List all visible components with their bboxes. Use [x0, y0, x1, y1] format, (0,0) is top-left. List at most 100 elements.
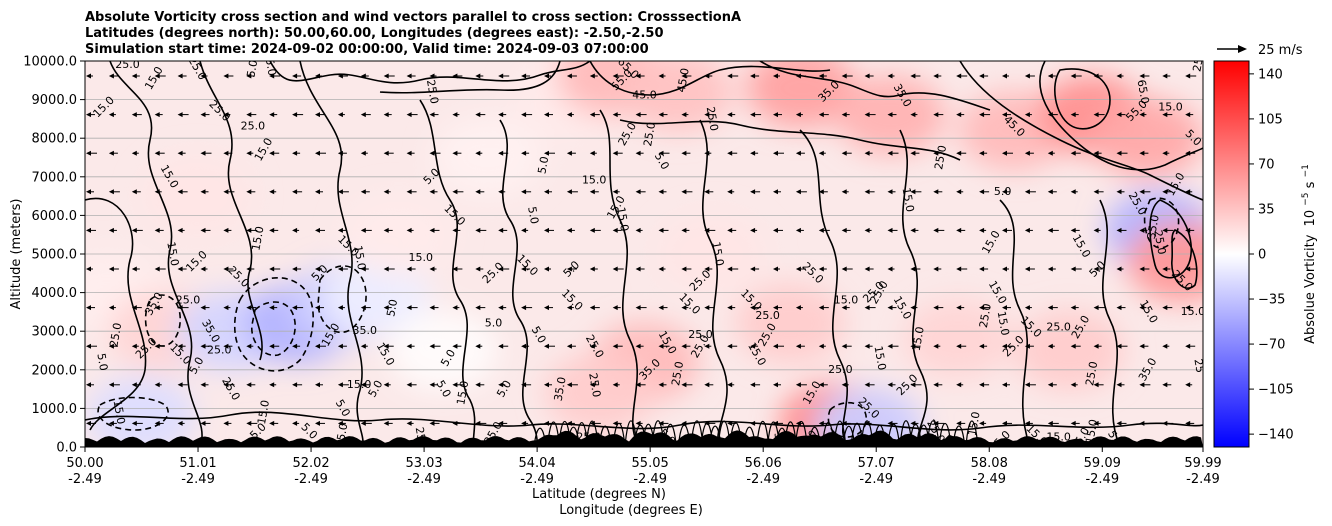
wind-vector-head — [1047, 112, 1053, 118]
wind-vector-head — [1208, 305, 1213, 310]
wind-vector-head — [841, 112, 847, 118]
wind-vector-head — [315, 227, 320, 233]
wind-vector-head — [452, 112, 458, 118]
wind-vector-head — [429, 305, 435, 311]
wind-vector-head — [521, 189, 527, 195]
wind-vector-head — [292, 382, 298, 388]
wind-vector-head — [1093, 343, 1099, 349]
vorticity-blob — [388, 310, 499, 391]
wind-vector-head — [1093, 112, 1099, 118]
vorticity-blob — [746, 61, 857, 129]
y-tick-label: 4000.0 — [32, 286, 78, 301]
x-tick-label-latitude: 54.04 — [519, 456, 556, 471]
wind-vector-head — [864, 420, 870, 426]
wind-vector-head — [1093, 227, 1099, 233]
colorbar-tick-label: 0 — [1258, 248, 1266, 263]
wind-vector-head — [818, 189, 824, 195]
wind-vector-head — [223, 227, 229, 233]
wind-vector-head — [681, 420, 687, 426]
wind-vector-head — [910, 305, 916, 311]
wind-vector-head — [108, 266, 114, 272]
wind-vector-head — [956, 382, 962, 388]
contour-label: 15.0 — [614, 206, 631, 232]
wind-vector-head — [1139, 305, 1145, 311]
wind-vector-head — [1139, 73, 1145, 79]
wind-vector-head — [475, 343, 481, 349]
wind-vector-head — [452, 227, 458, 233]
wind-vector-head — [429, 343, 435, 349]
wind-vector-head — [750, 343, 756, 349]
wind-vector-head — [933, 189, 939, 195]
wind-vector-head — [1139, 150, 1145, 156]
wind-vector-head — [475, 112, 481, 118]
wind-vector-head — [223, 266, 229, 272]
wind-vector-head — [383, 266, 389, 272]
wind-vector-head — [979, 73, 985, 79]
wind-vector-head — [1185, 73, 1191, 79]
wind-vector-head — [337, 343, 343, 349]
wind-vector-head — [635, 382, 641, 388]
wind-vector-head — [956, 112, 962, 118]
contour-label: 15.0 — [1046, 430, 1071, 443]
wind-vector-head — [773, 266, 778, 272]
contour-label: 25.0 — [241, 120, 266, 133]
terrain-contour — [833, 420, 847, 447]
wind-vector-head — [1116, 189, 1122, 195]
wind-vector-head — [1208, 344, 1213, 349]
vorticity-blob — [902, 298, 1013, 379]
wind-vector-head — [704, 189, 710, 195]
wind-vector-head — [337, 420, 343, 426]
x-tick-label-latitude: 59.09 — [1084, 456, 1121, 471]
wind-vector-head — [246, 189, 252, 195]
wind-vector-head — [1024, 305, 1030, 311]
wind-vector-head — [841, 150, 847, 156]
wind-vector-head — [818, 343, 824, 349]
wind-vector-head — [979, 189, 985, 195]
wind-vector-head — [131, 305, 137, 311]
wind-vector-head — [635, 305, 641, 311]
wind-vector-head — [1185, 189, 1191, 195]
x-tick-label-longitude: -2.49 — [181, 472, 215, 487]
wind-vector-head — [108, 112, 114, 118]
chart-title-line-3: Simulation start time: 2024-09-02 00:00:… — [85, 42, 649, 57]
quiver-key: 25 m/s — [1217, 43, 1303, 58]
wind-vector-head — [154, 343, 160, 349]
wind-vector-head — [1070, 227, 1076, 233]
wind-vector-head — [979, 150, 985, 156]
colorbar-unit-base: 10 — [1303, 210, 1318, 227]
wind-vector-head — [1162, 420, 1168, 426]
contour-label: 15.0 — [351, 245, 368, 271]
contour-line — [619, 119, 961, 161]
wind-vector-head — [589, 189, 595, 195]
wind-vector-head — [635, 73, 641, 79]
wind-vector-head — [383, 150, 389, 156]
wind-vector-head — [1002, 420, 1007, 426]
wind-vector-head — [681, 343, 687, 349]
wind-vector-head — [269, 382, 275, 388]
vorticity-blob — [432, 117, 543, 198]
wind-vector-head — [1047, 382, 1053, 388]
wind-vector-head — [1185, 150, 1191, 156]
wind-vector-head — [429, 112, 435, 118]
wind-vector-head — [956, 73, 962, 79]
wind-vector-head — [1024, 420, 1030, 426]
colorbar-tick-label: 70 — [1258, 157, 1275, 172]
wind-vector-head — [1024, 382, 1030, 388]
wind-vector-head — [1093, 305, 1099, 311]
wind-vector-head — [1071, 460, 1076, 465]
wind-vector-head — [773, 112, 778, 118]
wind-vector-head — [635, 266, 641, 272]
vorticity-blob — [85, 376, 196, 447]
wind-vector-head — [315, 112, 320, 118]
wind-vector-head — [131, 73, 137, 79]
x-tick-label-longitude: -2.49 — [633, 472, 667, 487]
wind-vector-head — [956, 189, 962, 195]
wind-vector-head — [887, 227, 893, 233]
y-tick-label: 8000.0 — [32, 132, 78, 147]
wind-vector-head — [612, 420, 618, 426]
wind-vector-head — [727, 189, 733, 195]
wind-vector-head — [1116, 382, 1122, 388]
wind-vector-head — [406, 420, 412, 426]
y-tick-label: 7000.0 — [32, 170, 78, 185]
wind-vector-head — [406, 189, 412, 195]
